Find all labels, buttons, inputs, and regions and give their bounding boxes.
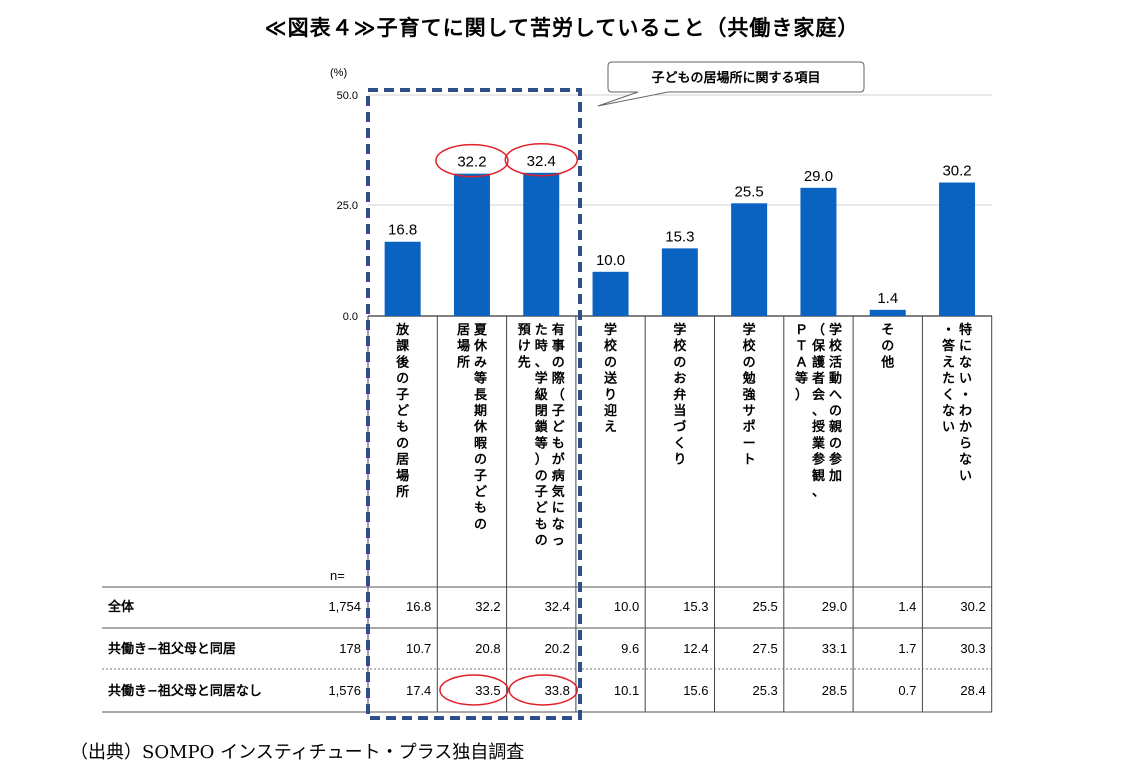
category-label: ＰＴＡ等） (794, 323, 808, 403)
table-cell: 16.8 (406, 599, 431, 614)
category-label: 特にない・わからない (959, 322, 972, 484)
table-cell: 30.3 (960, 641, 985, 656)
category-label: 学校活動への親の参加 (828, 322, 843, 484)
bar (939, 182, 976, 316)
bar-value-label: 32.4 (527, 153, 556, 170)
category-label: 預け先 (518, 323, 532, 370)
bar (661, 248, 698, 316)
category-label: その他 (880, 323, 894, 370)
table-cell: 25.5 (752, 599, 777, 614)
y-tick-label: 25.0 (337, 200, 358, 212)
table-row-label: 全体 (107, 599, 135, 615)
table-n-value: 1,576 (328, 683, 361, 698)
y-tick-label: 50.0 (337, 90, 358, 102)
callout-box (597, 61, 865, 107)
table-cell: 30.2 (960, 599, 985, 614)
table-cell: 25.3 (752, 683, 777, 698)
value-label-group: 16.8 32.2 32.4 10.0 15.3 25.5 29.0 1.4 30.2 (388, 153, 972, 307)
table-cell: 27.5 (752, 641, 777, 656)
category-label: た時、学級閉鎖等）の子どもの (534, 323, 549, 549)
category-label: 放課後の子どもの居場所 (395, 322, 410, 500)
bar (453, 173, 490, 316)
bar-value-label: 32.2 (457, 154, 486, 171)
page-title: ≪図表４≫子育てに関して苦労していること（共働き家庭） (264, 16, 860, 40)
category-label: 学校のお弁当づくり (673, 322, 687, 468)
category-label: 学校の送り迎え (603, 322, 618, 435)
category-label: ・答えたくない (942, 323, 956, 435)
data-table: 全体 1,754 16.8 32.2 32.4 10.0 15.3 25.5 29.0 1.4 30… (107, 599, 986, 699)
bar-value-label: 15.3 (665, 228, 694, 245)
table-n-value: 1,754 (328, 599, 361, 614)
table-cell: 33.1 (822, 641, 847, 656)
table-cell: 10.7 (406, 641, 431, 656)
table-cell: 29.0 (822, 599, 847, 614)
highlight-ellipse (439, 674, 509, 706)
callout-text: 子どもの居場所に関する項目 (651, 70, 820, 86)
table-cell: 33.5 (475, 683, 500, 698)
category-label: 居場所 (457, 323, 470, 370)
table-cell: 0.7 (898, 683, 916, 698)
bar-value-label: 25.5 (735, 183, 764, 200)
table-cell: 17.4 (406, 683, 431, 698)
n-header: n= (330, 568, 345, 583)
bar-value-label: 10.0 (596, 252, 625, 269)
table-cell: 15.6 (683, 683, 708, 698)
table-cell: 28.4 (960, 683, 985, 698)
category-label: 有事の際（子どもが病気になっ (552, 322, 566, 549)
highlight-box (366, 88, 582, 720)
bar (731, 203, 768, 316)
bar-value-label: 16.8 (388, 222, 417, 239)
table-cell: 10.0 (614, 599, 639, 614)
highlight-ellipse (508, 674, 578, 706)
table-cell: 10.1 (614, 683, 639, 698)
category-label: （保護者会、授業参観、 (811, 322, 826, 500)
table-cell: 32.2 (475, 599, 500, 614)
bar (592, 271, 629, 316)
table-cell: 28.5 (822, 683, 847, 698)
bar (869, 309, 906, 316)
bar (523, 172, 560, 316)
bar (800, 187, 837, 316)
bar (384, 241, 421, 316)
category-label: 夏休み等長期休暇の子どもの (473, 323, 488, 532)
y-axis-unit: (%) (330, 67, 347, 79)
table-cell: 20.2 (545, 641, 570, 656)
column-separators (367, 316, 993, 712)
y-tick-label: 0.0 (343, 311, 358, 323)
table-n-value: 178 (339, 641, 361, 656)
bar-value-label: 29.0 (804, 168, 833, 185)
table-row-label: 共働き−祖父母と同居 (108, 641, 236, 657)
highlight-ellipse (504, 143, 578, 177)
table-row-label: 共働き−祖父母と同居なし (108, 683, 262, 699)
table-cell: 12.4 (683, 641, 708, 656)
bar-value-label: 1.4 (877, 290, 898, 307)
table-cell: 32.4 (545, 599, 570, 614)
highlight-group (435, 143, 578, 706)
bar-group (384, 172, 976, 316)
highlight-ellipse (435, 143, 509, 178)
table-cell: 1.4 (898, 599, 916, 614)
table-cell: 33.8 (545, 683, 570, 698)
category-label: 学校の勉強サポート (742, 322, 757, 468)
source-note: （出典）SOMPO インスティチュート・プラス独自調査 (70, 742, 525, 763)
table-cell: 1.7 (898, 641, 916, 656)
table-cell: 20.8 (475, 641, 500, 656)
table-cell: 15.3 (683, 599, 708, 614)
bar-value-label: 30.2 (942, 163, 971, 180)
table-cell: 9.6 (621, 641, 639, 656)
